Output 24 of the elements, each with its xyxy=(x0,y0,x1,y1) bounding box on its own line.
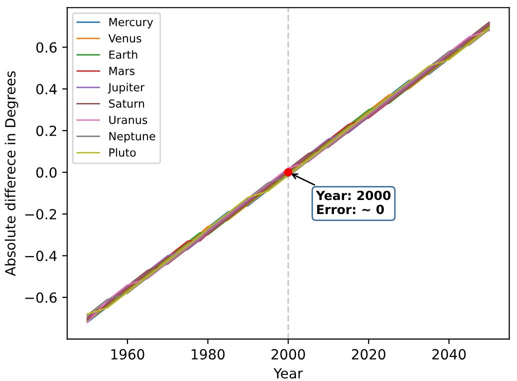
x-tick-label: 2000 xyxy=(272,349,305,360)
legend-label: Neptune xyxy=(109,132,156,143)
legend-label: Saturn xyxy=(109,99,144,108)
legend-label: Pluto xyxy=(109,148,136,157)
legend-label: Mars xyxy=(109,66,135,76)
x-axis-title: Year xyxy=(273,368,303,379)
x-tick-label: 2020 xyxy=(352,349,386,360)
y-tick-label: −0.6 xyxy=(25,292,57,303)
y-tick-label: −0.2 xyxy=(25,208,56,220)
legend-label: Venus xyxy=(108,34,142,43)
legend-label: Earth xyxy=(109,50,138,59)
legend-label: Jupiter xyxy=(108,82,145,94)
y-axis-title: Absolute differece in Degrees xyxy=(4,71,18,276)
legend-label: Uranus xyxy=(109,116,148,124)
x-tick-label: 1980 xyxy=(192,349,225,360)
x-tick-label: 2040 xyxy=(432,349,466,360)
y-tick-label: 0.0 xyxy=(36,167,57,178)
y-tick-label: 0.6 xyxy=(36,42,57,53)
annotation: Year: 2000 Error: ~ 0 xyxy=(316,190,391,214)
y-tick-label: −0.4 xyxy=(25,250,57,262)
y-tick-label: 0.2 xyxy=(36,126,56,136)
y-tick-label: 0.4 xyxy=(36,84,57,94)
x-tick-label: 1960 xyxy=(111,349,144,360)
legend-label: Mercury xyxy=(109,18,154,28)
